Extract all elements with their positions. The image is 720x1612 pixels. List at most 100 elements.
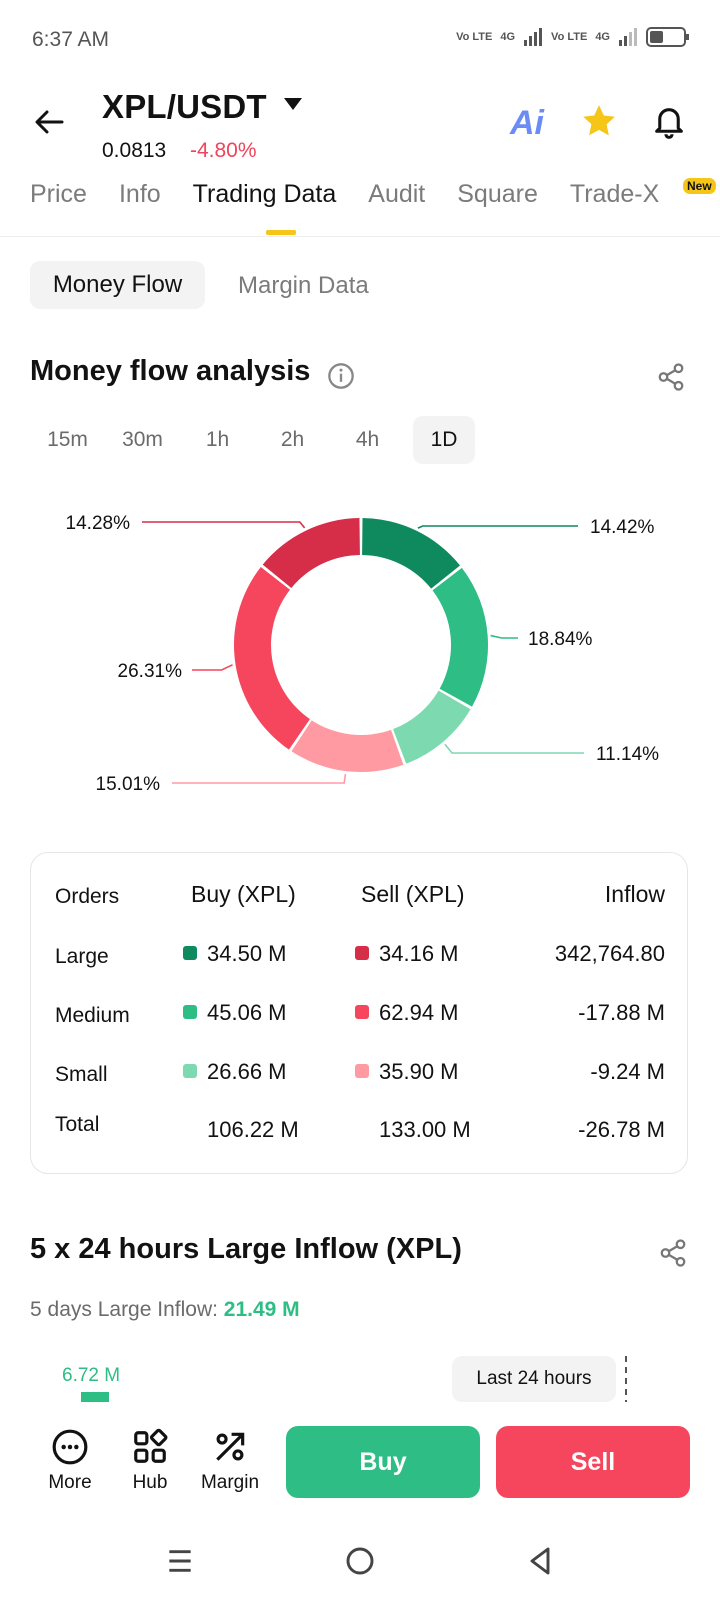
cell-inflow-total: -26.78 M <box>578 1117 665 1142</box>
legend-large-sell <box>355 946 369 960</box>
back-arrow-icon[interactable] <box>30 102 70 142</box>
tab-info[interactable]: Info <box>118 180 161 208</box>
header-buy: Buy (XPL) <box>191 881 296 907</box>
cell-buy-total: 106.22 M <box>207 1117 299 1142</box>
caret-down-icon[interactable] <box>284 98 302 110</box>
hub-icon <box>134 1428 168 1463</box>
buy-button[interactable]: Buy <box>286 1426 480 1498</box>
tab-square[interactable]: Square <box>457 180 538 208</box>
range-1h[interactable]: 1h <box>205 428 230 451</box>
range-15m[interactable]: 15m <box>47 428 88 451</box>
divider <box>0 236 720 237</box>
cell-inflow-large: 342,764.80 <box>554 941 665 966</box>
cell-sell-total: 133.00 M <box>379 1117 471 1142</box>
legend-small-buy <box>183 1064 197 1078</box>
donut-slice-0[interactable] <box>362 518 461 589</box>
bell-icon[interactable] <box>650 102 688 142</box>
network-1: 4G <box>500 31 516 43</box>
cell-sell-large: 34.16 M <box>355 941 459 967</box>
large-inflow-title: 5 x 24 hours Large Inflow (XPL) <box>30 1233 462 1265</box>
leader-line-0 <box>417 525 578 529</box>
cell-buy-medium: 45.06 M <box>183 1000 287 1026</box>
subtab-money-flow[interactable]: Money Flow <box>30 261 205 309</box>
header-inflow: Inflow <box>604 881 665 907</box>
cell-sell-small: 35.90 M <box>355 1059 459 1085</box>
tooltip-last-24h: Last 24 hours <box>452 1356 616 1402</box>
donut-svg: 14.42% 18.84% 11.14% 15.01% 26.31% 14.28% <box>66 513 660 795</box>
range-2h[interactable]: 2h <box>280 428 305 451</box>
last-price: 0.0813 <box>102 139 167 162</box>
row-label-large: Large <box>55 945 109 968</box>
status-time: 6:37 AM <box>32 28 110 51</box>
main-tabs: Price Info Trading Data Audit Square Tra… <box>30 180 659 209</box>
legend-medium-buy <box>183 1005 197 1019</box>
donut-slice-4[interactable] <box>234 566 310 750</box>
range-4h[interactable]: 4h <box>355 428 380 451</box>
sim1-indicator: Vo LTE <box>456 31 493 43</box>
row-label-small: Small <box>55 1063 108 1086</box>
legend-large-buy <box>183 946 197 960</box>
status-icons: Vo LTE 4G Vo LTE 4G <box>456 26 690 48</box>
margin-button[interactable]: Margin <box>190 1428 270 1494</box>
donut-slice-1[interactable] <box>432 567 488 707</box>
range-1d[interactable]: 1D <box>413 416 475 464</box>
header-sell: Sell (XPL) <box>361 881 465 907</box>
header-orders: Orders <box>55 885 120 908</box>
margin-icon <box>216 1432 245 1461</box>
bar-value-label: 6.72 M <box>62 1365 121 1386</box>
cell-sell-medium: 62.94 M <box>355 1000 459 1026</box>
tab-price[interactable]: Price <box>30 180 87 208</box>
section-title: Money flow analysis <box>30 355 311 387</box>
leader-line-2 <box>444 743 584 754</box>
slice-label-2: 11.14% <box>596 744 659 765</box>
pair-selector[interactable]: XPL/USDT <box>102 88 267 125</box>
active-tab-indicator <box>266 230 296 235</box>
legend-medium-sell <box>355 1005 369 1019</box>
battery-icon <box>646 27 689 47</box>
slice-label-4: 26.31% <box>118 661 183 682</box>
recent-apps-icon[interactable] <box>164 1545 196 1577</box>
sell-button[interactable]: Sell <box>496 1426 690 1498</box>
hub-label: Hub <box>132 1472 168 1493</box>
share-icon[interactable] <box>656 362 686 392</box>
back-nav-icon[interactable] <box>524 1545 556 1577</box>
legend-small-sell <box>355 1064 369 1078</box>
tab-trade-x[interactable]: Trade-X <box>569 180 660 208</box>
inflow-bar[interactable] <box>81 1392 109 1402</box>
hub-button[interactable]: Hub <box>110 1428 190 1494</box>
tab-audit[interactable]: Audit <box>368 180 426 208</box>
leader-line-4 <box>192 664 233 671</box>
cell-buy-large: 34.50 M <box>183 941 287 967</box>
share-icon-2[interactable] <box>658 1238 688 1268</box>
slice-label-3: 15.01% <box>96 774 161 795</box>
range-30m[interactable]: 30m <box>122 428 163 451</box>
home-icon[interactable] <box>344 1545 376 1577</box>
network-2: 4G <box>595 31 610 43</box>
subtab-margin-data[interactable]: Margin Data <box>238 272 369 299</box>
cell-inflow-medium: -17.88 M <box>578 1000 665 1025</box>
cell-buy-small: 26.66 M <box>183 1059 287 1085</box>
more-button[interactable]: More <box>30 1428 110 1494</box>
signal-icon-2 <box>619 28 637 46</box>
large-inflow-summary: 5 days Large Inflow: 21.49 M <box>30 1298 300 1321</box>
signal-icon <box>524 28 543 46</box>
donut-slice-3[interactable] <box>291 720 404 772</box>
price-change: -4.80% <box>190 139 257 162</box>
leader-line-3 <box>172 773 347 784</box>
cursor-line <box>625 1356 627 1406</box>
donut-slice-5[interactable] <box>262 518 360 589</box>
cell-inflow-small: -9.24 M <box>590 1059 665 1084</box>
star-icon[interactable] <box>580 102 618 140</box>
info-icon[interactable] <box>327 362 355 390</box>
margin-label: Margin <box>200 1472 260 1493</box>
ai-icon[interactable]: Ai <box>510 104 544 142</box>
row-label-total: Total <box>55 1113 100 1136</box>
range-selector: 15m 30m 1h 2h 4h 1D <box>30 416 475 464</box>
tab-trading-data[interactable]: Trading Data <box>192 180 337 208</box>
donut-slice-2[interactable] <box>393 690 471 764</box>
orders-table: Orders Buy (XPL) Sell (XPL) Inflow Large… <box>30 852 688 1174</box>
new-badge: New <box>683 178 716 194</box>
leader-line-1 <box>490 634 518 639</box>
leader-line-5 <box>142 521 306 529</box>
sim2-indicator: Vo LTE <box>551 31 588 43</box>
